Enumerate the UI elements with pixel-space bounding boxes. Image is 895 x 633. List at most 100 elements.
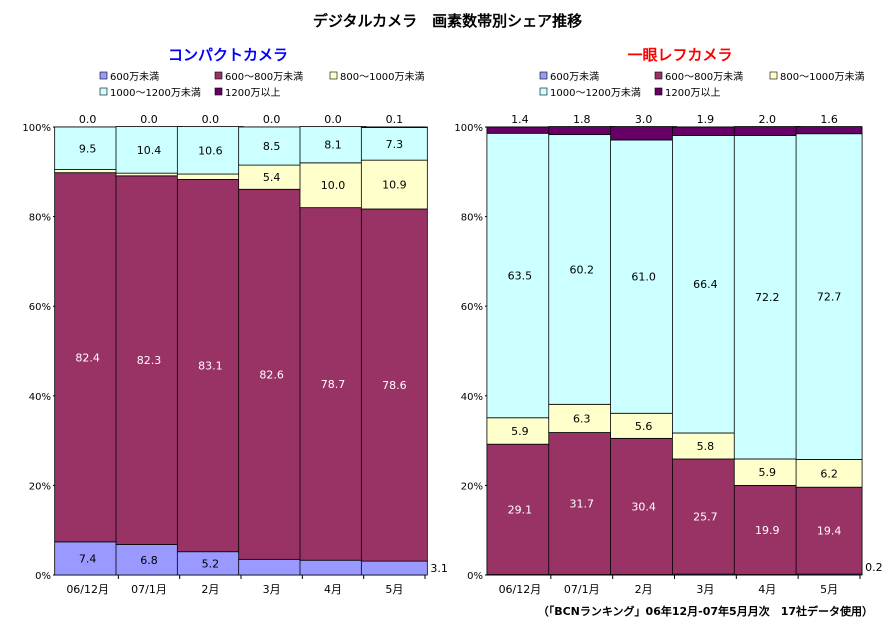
x-tick-label: 4月 <box>324 583 342 596</box>
chart-title: 一眼レフカメラ <box>627 46 732 64</box>
data-label: 10.4 <box>137 144 162 157</box>
legend-label: 1200万以上 <box>665 87 720 99</box>
x-tick-label: 2月 <box>635 583 653 596</box>
data-label: 72.7 <box>817 291 842 304</box>
legend-swatch <box>769 71 778 80</box>
data-label: 1.8 <box>573 113 591 126</box>
legend-swatch <box>654 71 663 80</box>
data-label: 60.2 <box>570 263 595 276</box>
data-label: 6.8 <box>140 554 158 567</box>
bar-segment <box>610 437 677 575</box>
data-label: 30.4 <box>631 500 656 513</box>
x-tick-label: 5月 <box>820 583 838 596</box>
data-label: 1.9 <box>697 113 715 126</box>
legend-swatch <box>99 87 108 96</box>
x-tick-label: 3月 <box>696 583 714 596</box>
y-tick-label: 20% <box>461 481 483 492</box>
data-label: 0.0 <box>202 113 220 126</box>
bar-segment <box>54 126 122 170</box>
bar-segment <box>176 126 244 175</box>
bar-segment <box>238 188 306 560</box>
bar-segment <box>548 432 616 575</box>
data-label: 9.5 <box>79 142 97 155</box>
data-label: 8.1 <box>324 139 342 152</box>
bar-segment <box>115 126 183 174</box>
chart-title: コンパクトカメラ <box>168 46 288 64</box>
data-label: 3.0 <box>635 113 653 126</box>
data-label: 25.7 <box>693 511 718 524</box>
source-note: （「BCNランキング」06年12月-07年5月月次 17社データ使用） <box>537 605 873 618</box>
y-tick-label: 100% <box>454 123 483 134</box>
data-label: 2.0 <box>759 113 777 126</box>
data-label: 5.9 <box>511 425 529 438</box>
bar-segment <box>238 164 306 190</box>
legend-label: 600万未満 <box>550 71 599 83</box>
data-label: 5.6 <box>635 420 653 433</box>
data-label: 78.6 <box>382 379 407 392</box>
bar-segment <box>672 458 739 575</box>
legend-label: 600～800万未満 <box>665 71 743 83</box>
main-title: デジタルカメラ 画素数帯別シェア推移 <box>312 12 583 30</box>
data-label: 83.1 <box>198 360 223 373</box>
bar-segment <box>610 412 677 439</box>
data-label: 8.5 <box>263 140 281 153</box>
legend-label: 1200万以上 <box>225 87 280 99</box>
data-label: 0.0 <box>263 113 281 126</box>
legend-swatch <box>654 87 663 96</box>
legend-label: 800～1000万未満 <box>340 71 425 83</box>
data-label: 10.6 <box>198 144 223 157</box>
data-label: 6.2 <box>820 467 838 480</box>
bar-segment <box>54 172 122 543</box>
bar-segment <box>733 484 801 575</box>
data-label: 72.2 <box>755 291 780 304</box>
x-tick-label: 07/1月 <box>564 583 600 596</box>
legend-label: 600万未満 <box>110 71 159 83</box>
bar-segment <box>672 135 739 434</box>
data-label: 7.4 <box>79 552 97 565</box>
data-label: 0.0 <box>79 113 97 126</box>
data-label: 6.3 <box>573 412 591 425</box>
y-tick-label: 40% <box>461 392 483 403</box>
data-label: 82.6 <box>259 368 284 381</box>
data-label: 7.3 <box>386 138 404 151</box>
data-label: 0.0 <box>140 113 158 126</box>
bar-segment <box>795 133 863 460</box>
data-label: 19.4 <box>817 525 842 538</box>
data-label: 78.7 <box>321 378 346 391</box>
legend-label: 1000～1200万未満 <box>110 87 201 99</box>
data-label: 0.0 <box>324 113 342 126</box>
data-label: 61.0 <box>631 271 656 284</box>
y-tick-label: 0% <box>35 571 51 582</box>
data-label: 0.1 <box>386 113 404 126</box>
bar-segment <box>360 159 428 210</box>
bar-segment <box>548 126 616 136</box>
y-tick-label: 60% <box>461 302 483 313</box>
bar-segment <box>795 126 863 135</box>
legend-swatch <box>99 71 108 80</box>
data-label: 82.3 <box>137 354 162 367</box>
legend-swatch <box>329 71 338 80</box>
bar-segment <box>115 175 183 545</box>
x-tick-label: 5月 <box>385 583 403 596</box>
data-label: 5.9 <box>759 466 777 479</box>
legend-label: 1000～1200万未満 <box>550 87 641 99</box>
legend-swatch <box>539 71 548 80</box>
bar-segment <box>486 126 554 134</box>
y-tick-label: 60% <box>29 302 51 313</box>
data-label: 0.2 <box>865 561 883 574</box>
data-label: 5.2 <box>202 557 220 570</box>
data-label: 1.6 <box>820 113 838 126</box>
bar-segment <box>115 544 183 576</box>
bar-segment <box>610 126 677 141</box>
bar-segment <box>176 179 244 553</box>
data-label: 3.1 <box>430 562 448 575</box>
bar-segment <box>299 207 367 561</box>
y-tick-label: 40% <box>29 392 51 403</box>
data-label: 82.4 <box>75 351 100 364</box>
x-tick-label: 3月 <box>263 583 281 596</box>
data-label: 19.9 <box>755 524 780 537</box>
y-tick-label: 20% <box>29 481 51 492</box>
x-tick-label: 07/1月 <box>131 583 167 596</box>
